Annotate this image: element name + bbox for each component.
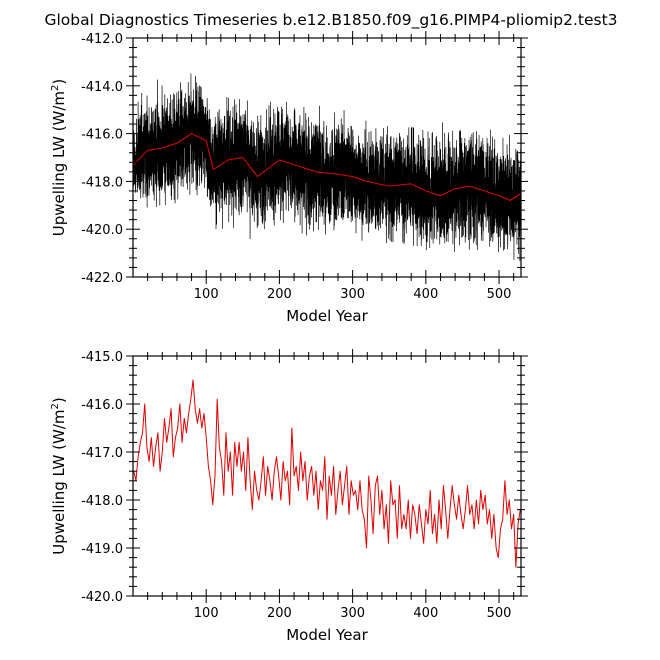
plot-area	[133, 73, 521, 262]
y-tick-label: -412.0	[81, 32, 123, 47]
y-tick-label: -422.0	[81, 271, 123, 286]
plot-area	[133, 379, 521, 568]
y-tick-label: -420.0	[81, 590, 123, 605]
y-tick-label: -417.0	[81, 446, 123, 461]
x-tick-label: 500	[487, 606, 512, 621]
annual-series-line	[133, 133, 521, 202]
y-axis-title: Upwelling LW (W/m2)	[50, 397, 68, 554]
y-axis-title: Upwelling LW (W/m2)	[50, 79, 68, 236]
y-tick-label: -414.0	[81, 80, 123, 95]
annual-series-line	[133, 379, 521, 568]
tick-marks	[126, 31, 528, 284]
x-axis-title: Model Year	[286, 307, 368, 325]
y-tick-label: -418.0	[81, 494, 123, 509]
x-tick-label: 300	[340, 287, 365, 302]
plot-frame	[132, 355, 522, 597]
x-tick-label: 100	[194, 606, 219, 621]
chart-title: Global Diagnostics Timeseries b.e12.B185…	[44, 11, 617, 30]
x-axis-title: Model Year	[286, 626, 368, 644]
x-tick-label: 200	[267, 287, 292, 302]
monthly-series-line	[133, 73, 521, 262]
x-tick-label: 500	[487, 287, 512, 302]
y-tick-label: -415.0	[81, 350, 123, 365]
x-tick-label: 400	[413, 606, 438, 621]
lower-panel: 100 200 300 400 500 -420.0 -419.0 -418.0 -417.0 -…	[50, 349, 528, 644]
y-tick-label: -420.0	[81, 223, 123, 238]
x-tick-label: 200	[267, 606, 292, 621]
y-tick-label: -419.0	[81, 542, 123, 557]
upper-panel: 100 200 300 400 500 -422.0 -420.0 -418.0 -416.0 -…	[50, 31, 528, 325]
y-tick-label: -418.0	[81, 175, 123, 190]
plot-frame	[132, 37, 522, 278]
y-tick-label: -416.0	[81, 128, 123, 143]
x-tick-label: 100	[194, 287, 219, 302]
x-tick-label: 300	[340, 606, 365, 621]
tick-marks	[126, 349, 528, 603]
y-tick-label: -416.0	[81, 398, 123, 413]
x-tick-label: 400	[413, 287, 438, 302]
